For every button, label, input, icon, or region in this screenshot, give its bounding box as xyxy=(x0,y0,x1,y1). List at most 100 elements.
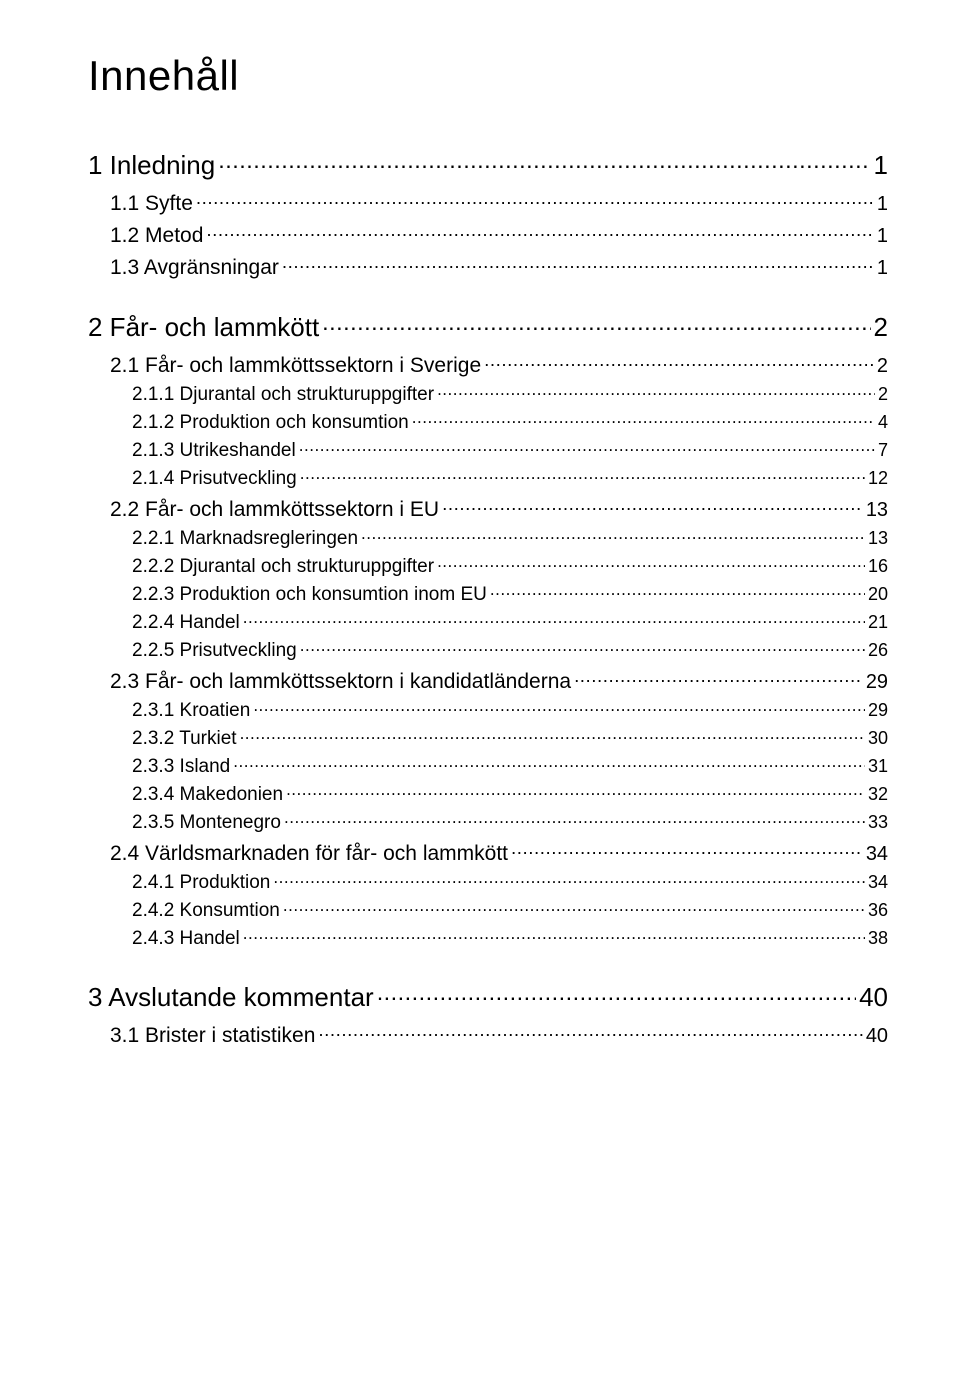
toc-entry-label: 2.1 Får- och lammköttssektorn i Sverige xyxy=(110,354,481,378)
toc-leader xyxy=(574,667,863,688)
toc-entry-page: 1 xyxy=(874,150,888,181)
toc-entry-label: 2.1.2 Produktion och konsumtion xyxy=(132,412,409,434)
toc-entry-label: 3 Avslutande kommentar xyxy=(88,982,374,1013)
toc-entry-page: 40 xyxy=(859,982,888,1013)
toc-entry[interactable]: 2.4.3 Handel 38 xyxy=(132,925,888,950)
toc-entry[interactable]: 2.1.1 Djurantal och strukturuppgifter 2 xyxy=(132,381,888,406)
toc-entry-label: 2.3.1 Kroatien xyxy=(132,700,250,722)
toc-entry[interactable]: 2.3.1 Kroatien 29 xyxy=(132,697,888,722)
toc-entry-label: 2.4.3 Handel xyxy=(132,928,240,950)
toc-entry-page: 32 xyxy=(868,784,888,805)
toc-entry-page: 20 xyxy=(868,584,888,605)
toc-entry[interactable]: 1.1 Syfte 1 xyxy=(110,189,888,216)
toc-entry[interactable]: 2.3.3 Island31 xyxy=(132,753,888,778)
toc-leader xyxy=(300,465,865,484)
toc-leader xyxy=(318,1021,862,1042)
toc-entry[interactable]: 2.2.4 Handel 21 xyxy=(132,609,888,634)
toc-entry-label: 2.2.1 Marknadsregleringen xyxy=(132,528,358,550)
toc-entry-page: 40 xyxy=(866,1025,888,1048)
toc-entry-label: 2 Får- och lammkött xyxy=(88,312,319,343)
toc-leader xyxy=(284,809,865,828)
toc-leader xyxy=(196,189,874,210)
toc-entry[interactable]: 2.1.2 Produktion och konsumtion 4 xyxy=(132,409,888,434)
toc-entry-label: 2.1.4 Prisutveckling xyxy=(132,468,297,490)
toc-entry-page: 33 xyxy=(868,812,888,833)
toc-leader xyxy=(322,310,870,336)
toc-entry[interactable]: 2.1 Får- och lammköttssektorn i Sverige 2 xyxy=(110,351,888,378)
toc-entry[interactable]: 2.2.2 Djurantal och strukturuppgifter16 xyxy=(132,553,888,578)
toc-entry-label: 2.4.2 Konsumtion xyxy=(132,900,280,922)
toc-leader xyxy=(240,725,865,744)
toc-entry-label: 3.1 Brister i statistiken xyxy=(110,1024,315,1048)
toc-entry-label: 2.3.2 Turkiet xyxy=(132,728,237,750)
toc-entry-page: 26 xyxy=(868,640,888,661)
toc-entry[interactable]: 2.3.2 Turkiet 30 xyxy=(132,725,888,750)
toc-entry-label: 2.1.3 Utrikeshandel xyxy=(132,440,296,462)
toc-list: 1 Inledning11.1 Syfte11.2 Metod11.3 Avgr… xyxy=(88,148,888,1048)
toc-entry[interactable]: 2.4 Världsmarknaden för får- och lammköt… xyxy=(110,839,888,866)
toc-entry[interactable]: 3 Avslutande kommentar 40 xyxy=(88,980,888,1013)
toc-entry-page: 1 xyxy=(877,257,888,280)
toc-leader xyxy=(218,148,870,174)
toc-leader xyxy=(299,437,875,456)
toc-entry-label: 2.2.4 Handel xyxy=(132,612,240,634)
toc-entry[interactable]: 2.3.5 Montenegro 33 xyxy=(132,809,888,834)
toc-leader xyxy=(437,381,875,400)
toc-leader xyxy=(484,351,874,372)
toc-heading: Innehåll xyxy=(88,52,888,100)
toc-entry-label: 2.2.3 Produktion och konsumtion inom EU xyxy=(132,584,487,606)
toc-leader xyxy=(490,581,865,600)
toc-entry-label: 2.2.2 Djurantal och strukturuppgifter xyxy=(132,556,434,578)
toc-leader xyxy=(300,637,865,656)
toc-entry-page: 34 xyxy=(866,843,888,866)
toc-entry[interactable]: 1.3 Avgränsningar1 xyxy=(110,253,888,280)
toc-entry-label: 1.2 Metod xyxy=(110,224,203,248)
toc-entry-label: 2.3.4 Makedonien xyxy=(132,784,283,806)
toc-leader xyxy=(286,781,865,800)
toc-entry-label: 2.3 Får- och lammköttssektorn i kandidat… xyxy=(110,670,571,694)
toc-entry-page: 7 xyxy=(878,440,888,461)
toc-entry-page: 36 xyxy=(868,900,888,921)
toc-entry-page: 2 xyxy=(878,384,888,405)
toc-entry[interactable]: 1 Inledning 1 xyxy=(88,148,888,181)
toc-entry-page: 21 xyxy=(868,612,888,633)
toc-entry[interactable]: 2.3 Får- och lammköttssektorn i kandidat… xyxy=(110,667,888,694)
toc-leader xyxy=(233,753,865,772)
toc-entry[interactable]: 2.3.4 Makedonien 32 xyxy=(132,781,888,806)
toc-entry-label: 1 Inledning xyxy=(88,150,215,181)
toc-entry-page: 29 xyxy=(868,700,888,721)
toc-entry-page: 12 xyxy=(868,468,888,489)
toc-leader xyxy=(442,495,863,516)
toc-entry-label: 2.3.3 Island xyxy=(132,756,230,778)
toc-entry-page: 30 xyxy=(868,728,888,749)
toc-entry-label: 2.1.1 Djurantal och strukturuppgifter xyxy=(132,384,434,406)
toc-entry[interactable]: 2.1.3 Utrikeshandel 7 xyxy=(132,437,888,462)
toc-entry[interactable]: 2.2.3 Produktion och konsumtion inom EU 2… xyxy=(132,581,888,606)
toc-entry-page: 2 xyxy=(877,355,888,378)
toc-entry-label: 2.3.5 Montenegro xyxy=(132,812,281,834)
toc-entry-page: 13 xyxy=(868,528,888,549)
toc-entry[interactable]: 2.4.2 Konsumtion 36 xyxy=(132,897,888,922)
toc-leader xyxy=(361,525,865,544)
toc-leader xyxy=(437,553,865,572)
toc-entry-page: 38 xyxy=(868,928,888,949)
toc-entry-label: 2.2.5 Prisutveckling xyxy=(132,640,297,662)
toc-entry-label: 2.2 Får- och lammköttssektorn i EU xyxy=(110,498,439,522)
toc-entry-label: 1.1 Syfte xyxy=(110,192,193,216)
toc-entry[interactable]: 2.2 Får- och lammköttssektorn i EU13 xyxy=(110,495,888,522)
toc-entry-page: 1 xyxy=(877,193,888,216)
toc-entry[interactable]: 2.1.4 Prisutveckling 12 xyxy=(132,465,888,490)
toc-entry[interactable]: 2.2.5 Prisutveckling 26 xyxy=(132,637,888,662)
toc-leader xyxy=(243,609,865,628)
toc-entry[interactable]: 2 Får- och lammkött 2 xyxy=(88,310,888,343)
toc-entry[interactable]: 1.2 Metod1 xyxy=(110,221,888,248)
toc-leader xyxy=(412,409,875,428)
toc-entry-page: 2 xyxy=(874,312,888,343)
toc-leader xyxy=(283,897,865,916)
toc-entry-page: 4 xyxy=(878,412,888,433)
toc-entry-page: 29 xyxy=(866,671,888,694)
toc-entry[interactable]: 2.4.1 Produktion34 xyxy=(132,869,888,894)
toc-entry[interactable]: 2.2.1 Marknadsregleringen 13 xyxy=(132,525,888,550)
toc-leader xyxy=(206,221,874,242)
toc-entry[interactable]: 3.1 Brister i statistiken 40 xyxy=(110,1021,888,1048)
